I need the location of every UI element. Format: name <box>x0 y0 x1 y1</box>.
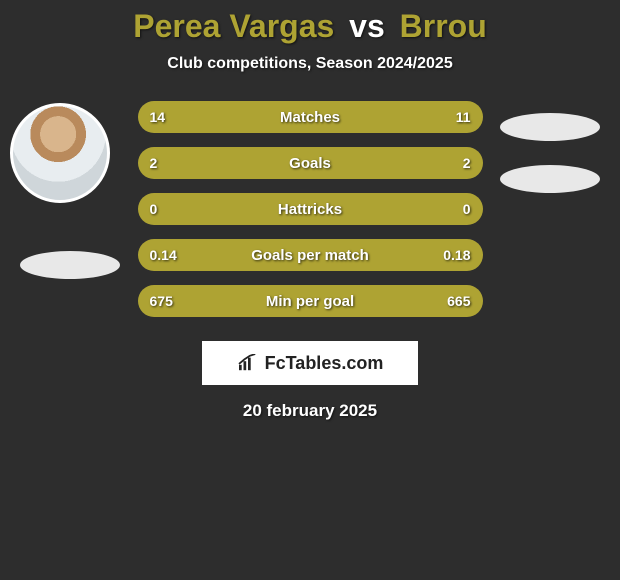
subtitle: Club competitions, Season 2024/2025 <box>0 55 620 73</box>
body-area: 14 Matches 11 2 Goals 2 0 Hattricks 0 0.14 Goals p… <box>0 101 620 421</box>
branding-text: FcTables.com <box>265 353 384 374</box>
stat-value-right: 665 <box>447 293 470 309</box>
stat-label: Matches <box>280 109 340 126</box>
stat-row: 0.14 Goals per match 0.18 <box>138 239 483 271</box>
stat-label: Goals <box>289 155 331 172</box>
stats-list: 14 Matches 11 2 Goals 2 0 Hattricks 0 0.14 Goals p… <box>138 101 483 317</box>
stat-value-right: 0.18 <box>443 247 470 263</box>
stat-value-right: 11 <box>456 109 471 125</box>
stat-value-left: 675 <box>150 293 173 309</box>
title-player1: Perea Vargas <box>133 8 334 44</box>
club-logo-player1 <box>20 251 120 279</box>
stat-value-right: 0 <box>463 201 471 217</box>
stat-value-left: 14 <box>150 109 166 125</box>
stat-row: 0 Hattricks 0 <box>138 193 483 225</box>
stat-label: Goals per match <box>251 247 369 264</box>
date: 20 february 2025 <box>0 401 620 421</box>
stat-label: Hattricks <box>278 201 342 218</box>
title-player2: Brrou <box>400 8 487 44</box>
page-title: Perea Vargas vs Brrou <box>0 8 620 45</box>
avatar-player2 <box>500 113 600 141</box>
stat-value-left: 0.14 <box>150 247 177 263</box>
stat-value-right: 2 <box>463 155 471 171</box>
stat-value-left: 0 <box>150 201 158 217</box>
branding-badge: FcTables.com <box>202 341 418 385</box>
club-logo-player2 <box>500 165 600 193</box>
stat-row: 675 Min per goal 665 <box>138 285 483 317</box>
stat-value-left: 2 <box>150 155 158 171</box>
stat-label: Min per goal <box>266 293 354 310</box>
chart-icon <box>237 354 259 372</box>
title-vs: vs <box>349 8 385 44</box>
stat-row: 2 Goals 2 <box>138 147 483 179</box>
stat-row: 14 Matches 11 <box>138 101 483 133</box>
comparison-card: Perea Vargas vs Brrou Club competitions,… <box>0 0 620 421</box>
avatar-player1 <box>10 103 110 203</box>
